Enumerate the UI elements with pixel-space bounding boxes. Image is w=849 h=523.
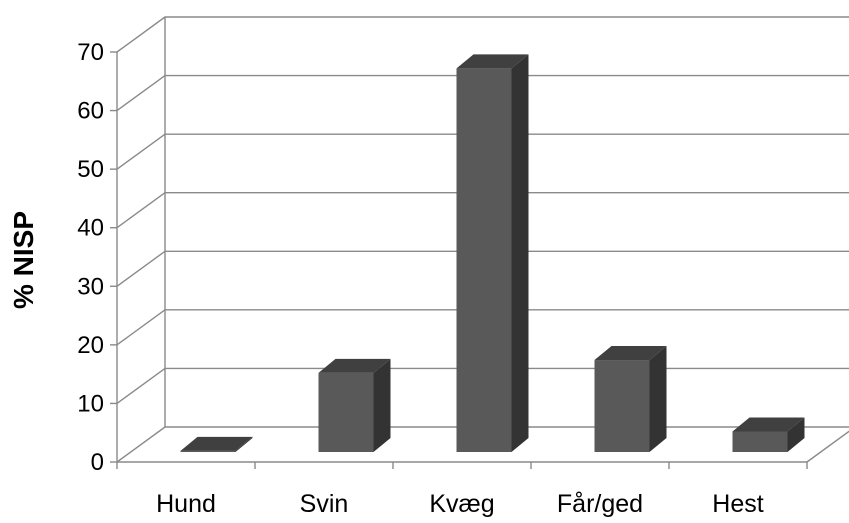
y-tick-label: 20: [77, 332, 104, 359]
x-tick-label: Hest: [712, 490, 763, 518]
x-tick-labels: Hund Svin Kvæg Får/ged Hest: [156, 490, 764, 518]
bar-front: [318, 372, 374, 452]
bar-top: [456, 54, 529, 69]
bar-side: [511, 54, 529, 452]
floor-right-edge: [806, 430, 849, 463]
bar: [180, 436, 253, 452]
bar-side: [235, 436, 253, 452]
bar: [732, 417, 805, 452]
x-tick-label: Svin: [300, 490, 349, 518]
bar-top: [180, 436, 253, 451]
y-tick-label: 50: [77, 156, 104, 183]
bar-top: [318, 358, 391, 373]
y-tick-label: 60: [77, 98, 104, 125]
bar-side: [373, 358, 391, 452]
y-tick-label: 30: [77, 273, 104, 300]
bar-front: [180, 450, 236, 452]
x-tick-label: Får/ged: [557, 490, 643, 518]
bar: [456, 54, 529, 452]
bar-front: [456, 68, 512, 452]
bar-front: [594, 360, 650, 452]
y-axis-label: % NISP: [8, 211, 39, 309]
bar-top: [732, 417, 805, 432]
bar-side: [649, 346, 667, 452]
bar: [318, 358, 391, 452]
y-tick-label: 40: [77, 215, 104, 242]
y-tick-label: 0: [91, 449, 104, 476]
x-tick-label: Hund: [156, 490, 216, 518]
y-tick-label: 70: [77, 39, 104, 66]
bar-side: [787, 417, 805, 452]
bars: [180, 54, 805, 452]
x-tick-label: Kvæg: [429, 490, 494, 518]
bar: [594, 346, 667, 452]
axes: [110, 17, 849, 469]
gridline: [116, 16, 849, 53]
y-tick-label: 10: [77, 390, 104, 417]
y-tick-labels: 0 10 20 30 40 50 60 70: [77, 39, 104, 476]
bar-top: [594, 346, 667, 361]
bar-front: [732, 431, 788, 452]
